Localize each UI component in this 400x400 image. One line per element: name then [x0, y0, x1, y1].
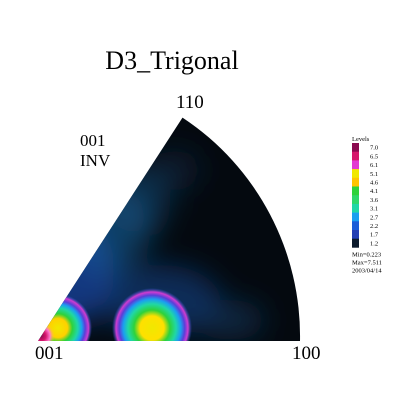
legend-stat-line: 2003/04/14 — [352, 267, 382, 274]
legend-tick-labels: 7.06.5 6.1 5.14.6 4.1 3.6 3.12.7 2.2 1.71.2 — [370, 145, 379, 248]
legend-swatch-4 — [352, 177, 359, 187]
legend-tick-label: 3.1 — [370, 206, 378, 213]
contour-peak-center — [112, 288, 192, 341]
legend-tick-label: 7.0 — [370, 145, 378, 152]
legend-swatch-9 — [352, 221, 359, 231]
projection-label-line2: INV — [80, 151, 111, 170]
legend-swatch-3 — [352, 169, 359, 179]
legend-swatch-1 — [352, 151, 359, 161]
legend-swatch-10 — [352, 230, 359, 239]
haze-blob-6 — [150, 150, 200, 190]
legend-tick-label: 2.7 — [370, 214, 379, 221]
legend-stat-line: Max=7.511 — [352, 259, 382, 266]
legend-tick-label: 6.5 — [370, 153, 378, 160]
legend-tick-label: 1.2 — [370, 240, 378, 247]
projection-label-line1: 001 — [80, 131, 106, 150]
legend-swatch-8 — [352, 212, 359, 222]
legend-swatch-6 — [352, 195, 359, 205]
legend-colorbar — [352, 143, 359, 248]
legend-swatch-0 — [352, 143, 359, 152]
legend-swatch-2 — [352, 160, 359, 170]
legend: Levels 7.06.5 6.1 5.14.6 4.1 3.6 3.12.7 2.2 1.7… — [352, 136, 382, 274]
pole-label-110: 110 — [176, 92, 204, 113]
legend-tick-label: 3.6 — [370, 197, 379, 204]
legend-tick-label: 5.1 — [370, 171, 378, 178]
legend-swatch-7 — [352, 203, 359, 213]
pole-label-100: 100 — [292, 343, 321, 364]
legend-stat-line: Min=0.223 — [352, 251, 381, 258]
inverse-pole-sector — [38, 117, 301, 341]
chart-title: D3_Trigonal — [105, 46, 238, 75]
legend-tick-label: 4.1 — [370, 188, 378, 195]
haze-blob-5 — [195, 300, 265, 340]
legend-tick-label: 6.1 — [370, 162, 378, 169]
legend-swatch-11 — [352, 238, 359, 248]
legend-tick-label: 1.7 — [370, 232, 379, 239]
legend-tick-label: 4.6 — [370, 179, 379, 186]
legend-tick-label: 2.2 — [370, 223, 378, 230]
legend-swatch-5 — [352, 186, 359, 196]
legend-title: Levels — [352, 136, 370, 143]
pole-label-001: 001 — [35, 343, 64, 364]
